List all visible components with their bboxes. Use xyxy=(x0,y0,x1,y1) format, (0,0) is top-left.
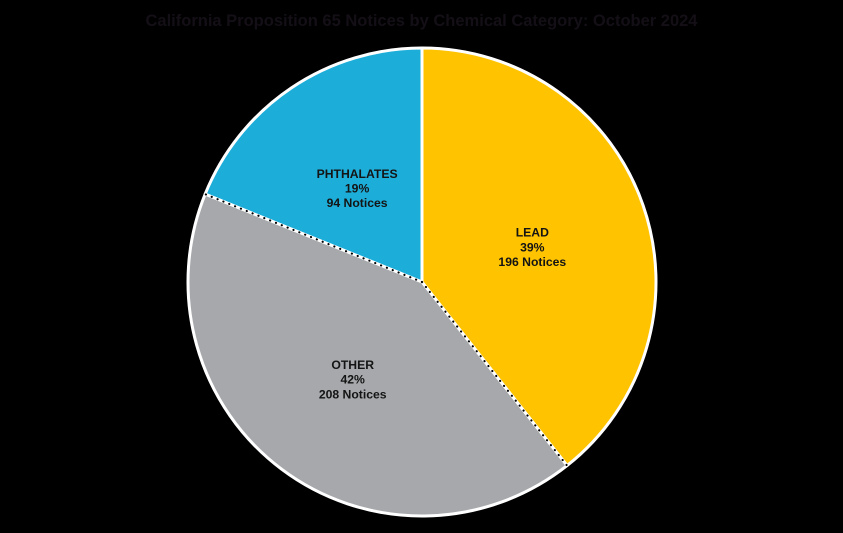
svg-text:42%: 42% xyxy=(340,373,365,387)
svg-text:LEAD: LEAD xyxy=(516,226,549,240)
svg-text:39%: 39% xyxy=(520,240,545,254)
svg-text:196 Notices: 196 Notices xyxy=(498,255,566,269)
svg-text:PHTHALATES: PHTHALATES xyxy=(317,167,398,181)
svg-text:OTHER: OTHER xyxy=(331,358,374,372)
svg-text:208 Notices: 208 Notices xyxy=(319,387,387,401)
svg-text:94 Notices: 94 Notices xyxy=(327,196,388,210)
svg-text:19%: 19% xyxy=(345,182,370,196)
